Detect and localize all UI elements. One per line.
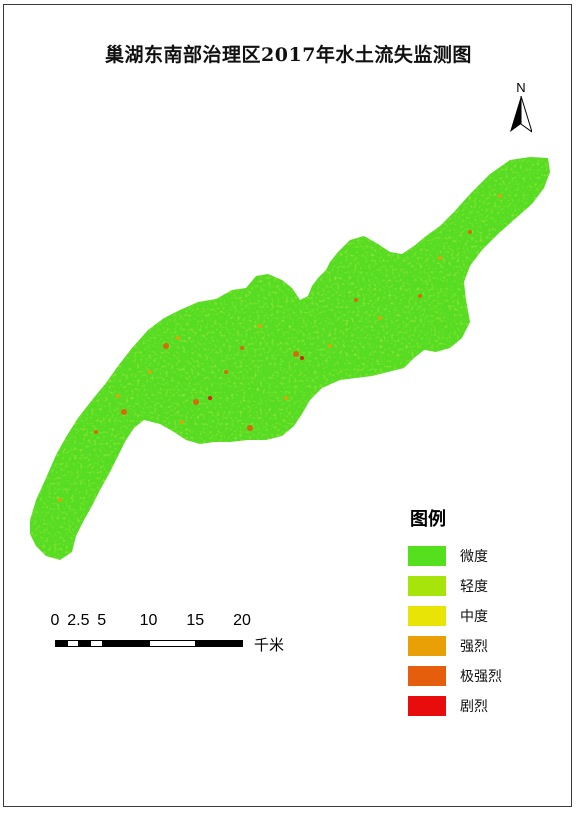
map-title: 巢湖东南部治理区2017年水土流失监测图 bbox=[105, 44, 472, 66]
legend-swatch bbox=[408, 546, 446, 566]
scale-tick-label: 0 bbox=[50, 612, 60, 629]
scale-unit: 千米 bbox=[254, 636, 285, 654]
legend-item: 中度 bbox=[408, 605, 548, 627]
map-frame bbox=[3, 4, 572, 807]
legend-label: 极强烈 bbox=[460, 669, 502, 685]
legend-item: 强烈 bbox=[408, 635, 548, 657]
legend-swatch bbox=[408, 636, 446, 656]
legend-label: 中度 bbox=[460, 609, 488, 625]
legend-items: 微度轻度中度强烈极强烈剧烈 bbox=[408, 545, 548, 717]
scale-tick-label: 5 bbox=[97, 612, 107, 629]
scale-tick-label: 10 bbox=[139, 612, 158, 629]
north-arrow-label: N bbox=[516, 80, 526, 95]
legend-label: 强烈 bbox=[460, 639, 488, 655]
legend-swatch bbox=[408, 666, 446, 686]
scale-tick-label: 20 bbox=[233, 612, 251, 629]
scale-segment bbox=[148, 640, 197, 647]
legend: 图例 微度轻度中度强烈极强烈剧烈 bbox=[408, 505, 548, 725]
legend-label: 轻度 bbox=[460, 579, 488, 595]
legend-item: 剧烈 bbox=[408, 695, 548, 717]
legend-item: 微度 bbox=[408, 545, 548, 567]
legend-title: 图例 bbox=[410, 509, 446, 530]
scale-segment bbox=[195, 640, 243, 647]
north-arrow-icon bbox=[510, 96, 532, 133]
scale-segment bbox=[101, 640, 150, 647]
legend-label: 剧烈 bbox=[460, 699, 488, 715]
scale-tick-label: 2.5 bbox=[67, 612, 90, 629]
north-arrow: N bbox=[506, 80, 536, 136]
erosion-patches bbox=[58, 194, 502, 502]
legend-label: 微度 bbox=[460, 549, 488, 565]
legend-swatch bbox=[408, 696, 446, 716]
legend-item: 极强烈 bbox=[408, 665, 548, 687]
legend-item: 轻度 bbox=[408, 575, 548, 597]
scale-bar: 0 2.5 5 10 15 20 千米 bbox=[40, 612, 300, 662]
legend-swatch bbox=[408, 606, 446, 626]
legend-swatch bbox=[408, 576, 446, 596]
scale-tick-label: 15 bbox=[186, 612, 205, 629]
